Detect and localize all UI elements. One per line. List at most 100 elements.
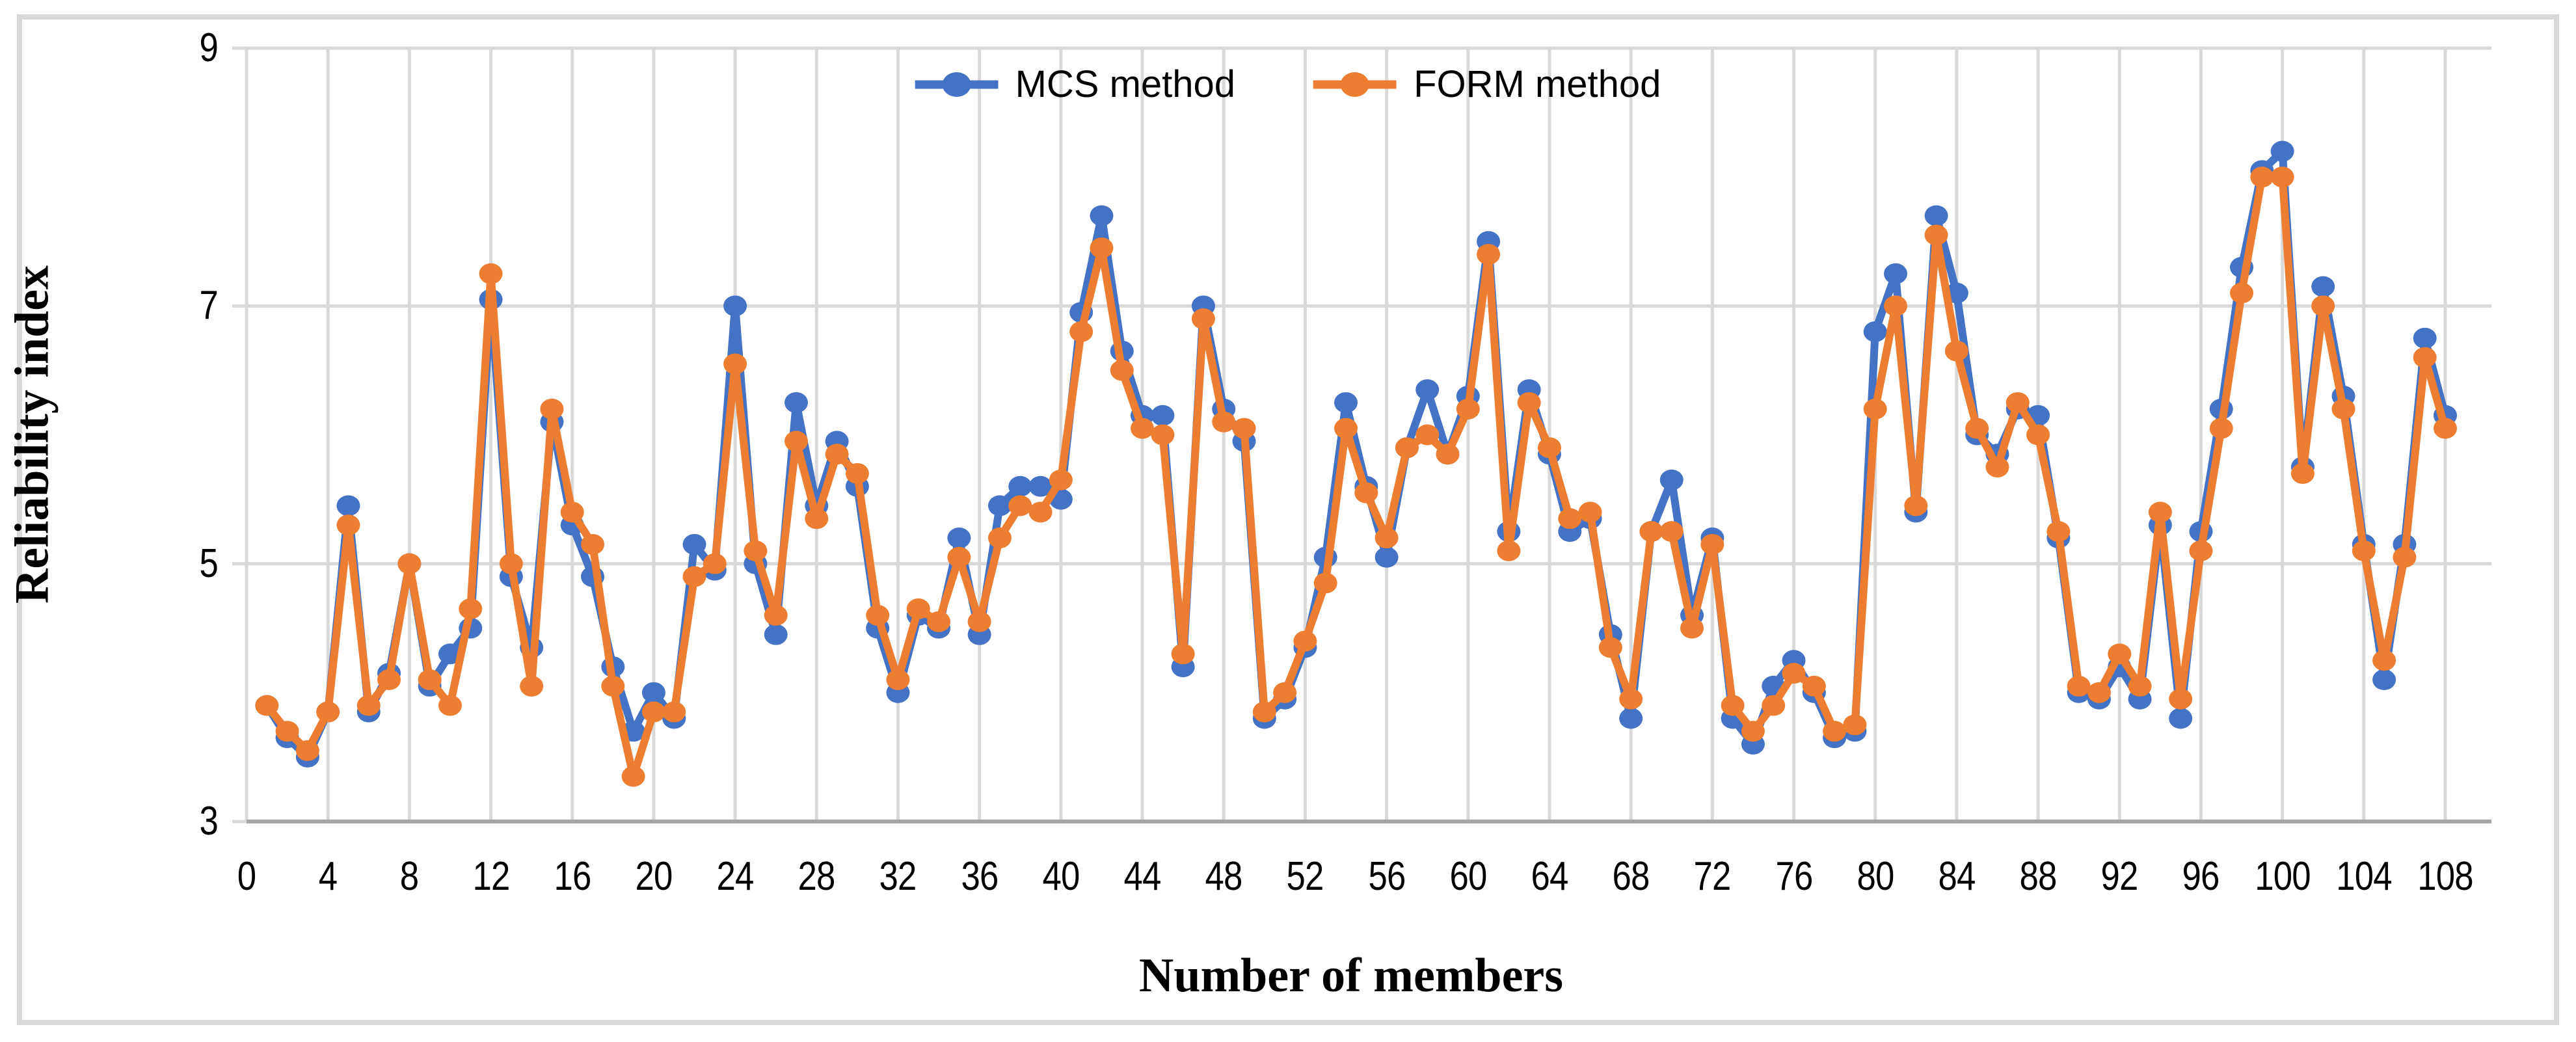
data-point (560, 501, 584, 523)
x-tick-label: 60 (1449, 854, 1487, 899)
data-point (438, 695, 462, 716)
data-point (987, 495, 1012, 516)
data-point (1985, 457, 2009, 478)
data-point (1110, 360, 1134, 381)
data-point (886, 669, 910, 691)
x-tick-label: 84 (1938, 854, 1976, 899)
data-point (2331, 398, 2355, 420)
data-point (1456, 398, 1480, 420)
data-point (1252, 701, 1276, 723)
data-point (641, 701, 665, 723)
data-point (295, 740, 319, 762)
data-point (356, 695, 381, 716)
data-point (1171, 643, 1195, 665)
legend-label-form: FORM method (1414, 63, 1661, 105)
data-point (1639, 521, 1663, 542)
data-point (1863, 321, 1887, 342)
data-point (2189, 540, 2213, 561)
x-tick-label: 104 (2336, 854, 2392, 899)
data-point (1823, 721, 1847, 742)
data-point (1619, 688, 1643, 710)
chart-legend: MCS method FORM method (915, 62, 1661, 106)
data-point (1619, 708, 1643, 729)
data-point (927, 611, 951, 632)
data-point (377, 669, 401, 691)
data-point (316, 701, 340, 723)
data-point (1415, 424, 1440, 446)
data-point (1762, 695, 1786, 716)
data-point (1028, 501, 1053, 523)
gridlines (232, 46, 2491, 823)
data-point (499, 553, 523, 574)
data-point (1924, 205, 1948, 226)
data-point (2230, 282, 2254, 304)
data-point (906, 598, 930, 620)
data-point (1904, 495, 1928, 516)
data-point (336, 495, 360, 516)
data-point (2169, 708, 2193, 729)
data-point (1008, 475, 1032, 497)
data-point (805, 508, 829, 529)
data-point (520, 675, 544, 697)
data-point (1049, 469, 1073, 490)
data-point (336, 514, 360, 536)
x-tick-label: 20 (635, 854, 673, 899)
data-point (785, 431, 808, 452)
y-tick-label: 5 (199, 541, 219, 586)
data-point (744, 540, 768, 561)
data-point (682, 566, 706, 587)
y-axis-title: Reliability index (5, 265, 59, 604)
data-point (2006, 392, 2030, 413)
data-point (1659, 521, 1684, 542)
data-point (1151, 405, 1175, 426)
series-form-method (255, 167, 2457, 787)
data-point (2270, 167, 2294, 188)
data-point (764, 624, 788, 645)
x-tick-label: 88 (2019, 854, 2058, 899)
data-point (1069, 321, 1093, 342)
data-point (825, 444, 849, 465)
data-point (2169, 688, 2193, 710)
legend-item-mcs: MCS method (915, 62, 1235, 106)
data-point (1131, 418, 1155, 439)
x-tick-label: 68 (1612, 854, 1650, 899)
data-point (723, 295, 747, 317)
data-point (1375, 546, 1399, 568)
data-point (1721, 695, 1745, 716)
x-tick-label: 64 (1531, 854, 1568, 899)
x-tick-label: 48 (1205, 854, 1243, 899)
data-point (1293, 630, 1317, 652)
x-tick-label: 28 (798, 854, 836, 899)
x-tick-label: 32 (879, 854, 917, 899)
data-point (1436, 444, 1460, 465)
data-point (2108, 643, 2132, 665)
data-point (255, 695, 279, 716)
data-point (785, 392, 808, 413)
data-point (2250, 167, 2274, 188)
x-tick-label: 40 (1042, 854, 1080, 899)
data-point (1517, 392, 1541, 413)
data-point (1558, 508, 1582, 529)
mcs-series-marker-icon (915, 72, 999, 97)
data-point (1843, 714, 1867, 736)
data-point (1924, 224, 1948, 246)
data-point (967, 611, 991, 632)
data-point (275, 721, 299, 742)
data-point (1191, 308, 1215, 330)
data-point (1273, 682, 1297, 703)
x-tick-label: 0 (237, 854, 256, 899)
data-point (845, 462, 869, 484)
data-point (1782, 663, 1806, 684)
data-point (1212, 411, 1236, 433)
data-point (682, 533, 706, 555)
data-point (1334, 418, 1358, 439)
data-point (764, 604, 788, 626)
data-point (1863, 398, 1887, 420)
x-tick-label: 44 (1123, 854, 1162, 899)
x-tick-label: 36 (961, 854, 999, 899)
data-point (2046, 521, 2071, 542)
data-point (723, 353, 747, 375)
data-point (1375, 528, 1399, 549)
data-point (1415, 379, 1440, 401)
